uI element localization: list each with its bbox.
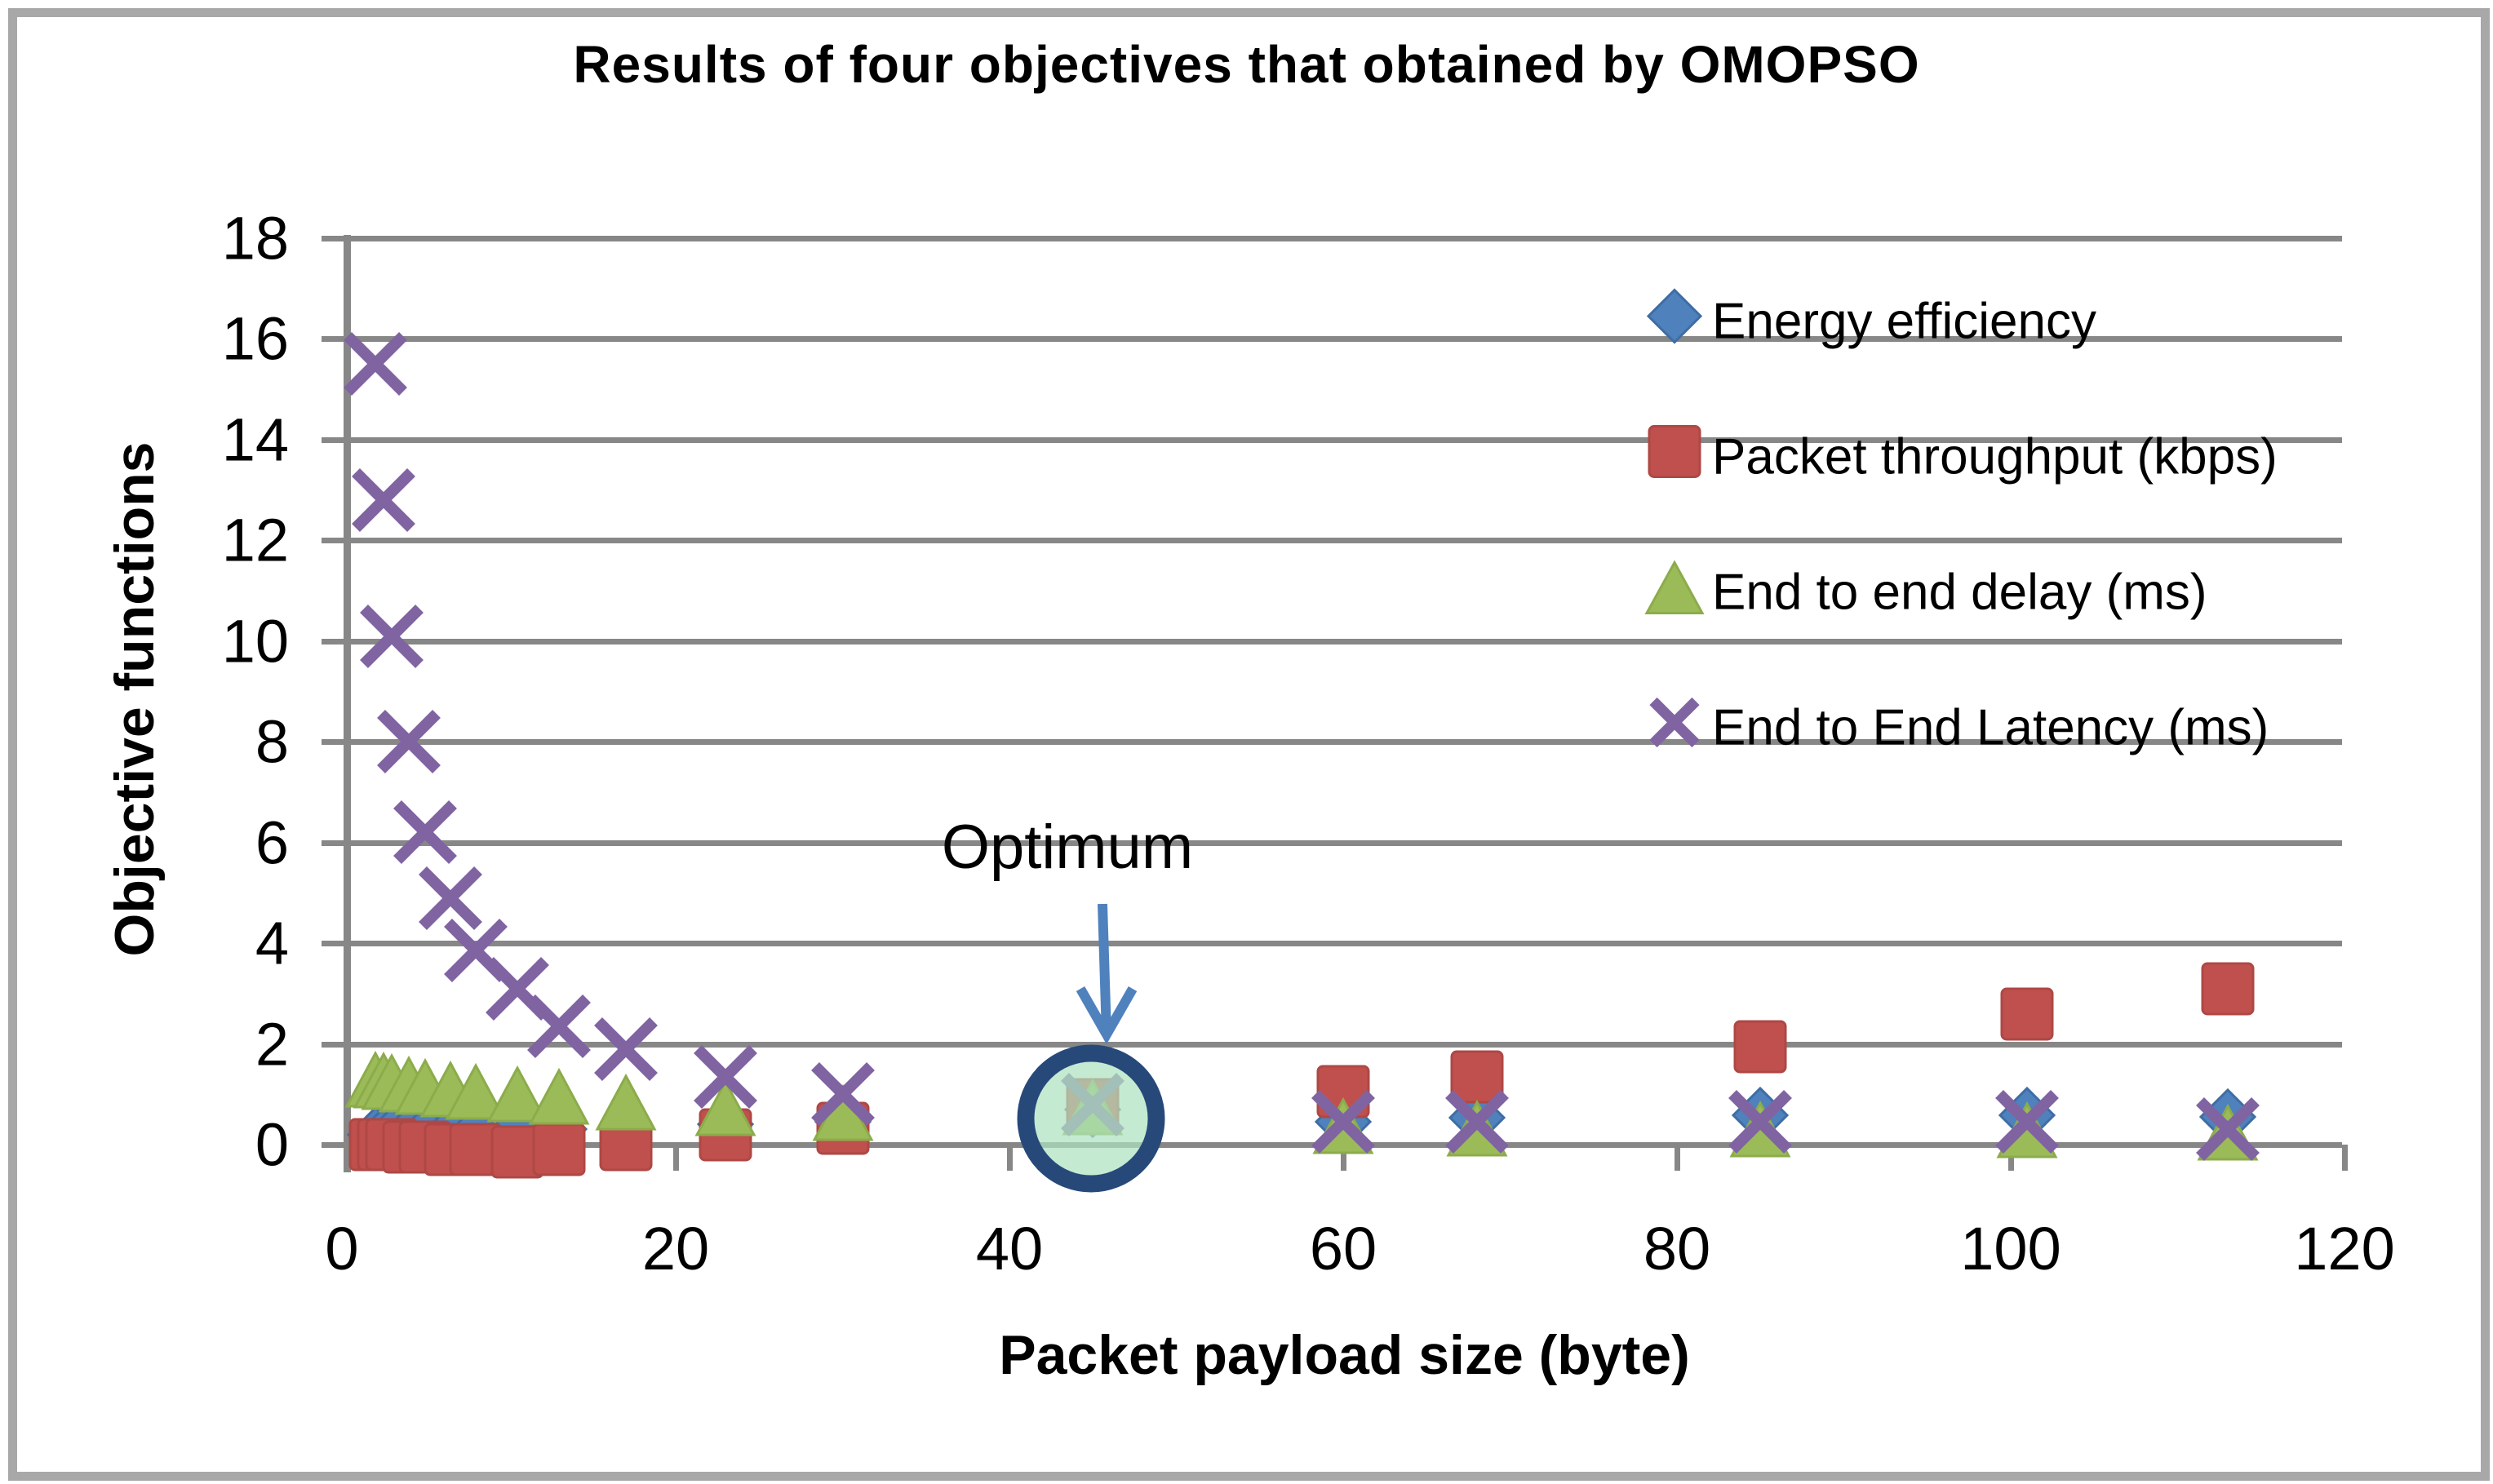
- x-point: [1444, 1090, 1509, 1154]
- x-tick-label-60: 60: [1309, 1215, 1377, 1282]
- y-tick-label-2: 2: [255, 1010, 289, 1079]
- energy-efficiency-legend-icon: [1644, 286, 1706, 352]
- y-tick-label-14: 14: [221, 405, 289, 474]
- x-point: [694, 1044, 758, 1109]
- square-point: [2000, 987, 2054, 1041]
- x-tickmark-20: [672, 1145, 679, 1171]
- legend-label-end-to-end-latency: End to End Latency (ms): [1712, 699, 2269, 756]
- triangle-point: [486, 1065, 548, 1123]
- x-point: [593, 1017, 658, 1081]
- square-point: [2201, 962, 2255, 1016]
- x-tick-label-100: 100: [1960, 1215, 2061, 1282]
- gridline-y18: [347, 236, 2342, 242]
- y-tickmark-2: [322, 1041, 347, 1048]
- square-point: [1733, 1020, 1787, 1074]
- packet-throughput-legend-icon: [1644, 421, 1706, 487]
- end-to-end-delay-legend-icon: [1644, 556, 1706, 622]
- y-tick-label-10: 10: [221, 607, 289, 676]
- chart-title: Results of four objectives that obtained…: [573, 35, 1920, 94]
- y-tickmark-8: [322, 739, 347, 746]
- y-tick-label-18: 18: [221, 204, 289, 272]
- x-tickmark-60: [1340, 1145, 1346, 1171]
- gridline-y6: [347, 839, 2342, 846]
- optimum-label: Optimum: [941, 813, 1194, 882]
- end-to-end-latency-legend-icon: [1644, 692, 1706, 758]
- x-tickmark-120: [2341, 1145, 2348, 1171]
- gridline-y2: [347, 1041, 2342, 1048]
- x-point: [1728, 1090, 1793, 1154]
- x-point: [1311, 1090, 1375, 1154]
- x-tick-label-20: 20: [641, 1215, 710, 1282]
- x-point: [376, 710, 441, 774]
- legend-label-end-to-end-delay: End to end delay (ms): [1712, 564, 2207, 621]
- x-point: [418, 866, 482, 930]
- triangle-point: [595, 1073, 657, 1131]
- x-point: [2195, 1097, 2260, 1162]
- gridline-y14: [347, 436, 2342, 443]
- gridline-y8: [347, 739, 2342, 746]
- y-tickmark-16: [322, 336, 347, 343]
- x-point: [360, 604, 424, 668]
- triangle-point: [694, 1079, 756, 1136]
- legend-label-packet-throughput: Packet throughput (kbps): [1712, 428, 2278, 485]
- y-tickmark-0: [322, 1142, 347, 1148]
- x-tick-label-120: 120: [2294, 1215, 2395, 1282]
- x-tickmark-80: [1674, 1145, 1680, 1171]
- optimum-highlight-circle: [1017, 1044, 1165, 1193]
- gridline-y4: [347, 941, 2342, 947]
- x-point: [393, 800, 458, 865]
- x-tick-label-80: 80: [1643, 1215, 1711, 1282]
- x-point: [343, 332, 407, 396]
- x-point: [352, 468, 416, 532]
- y-tickmark-6: [322, 839, 347, 846]
- x-point: [810, 1062, 875, 1127]
- y-tick-label-12: 12: [221, 506, 289, 574]
- x-point: [1995, 1090, 2060, 1154]
- y-tickmark-12: [322, 538, 347, 544]
- y-tickmark-18: [322, 236, 347, 242]
- y-tick-label-8: 8: [255, 707, 289, 776]
- gridline-y12: [347, 538, 2342, 544]
- gridline-y10: [347, 638, 2342, 645]
- x-point: [526, 995, 591, 1058]
- y-tick-label-4: 4: [255, 909, 289, 977]
- y-tick-label-16: 16: [221, 304, 289, 373]
- legend-label-energy-efficiency: Energy efficiency: [1712, 293, 2096, 350]
- y-tickmark-10: [322, 638, 347, 645]
- triangle-point: [528, 1068, 590, 1125]
- y-tickmark-14: [322, 436, 347, 443]
- triangle-point: [445, 1063, 507, 1120]
- gridline-y16: [347, 336, 2342, 343]
- y-tick-label-6: 6: [255, 808, 289, 877]
- x-axis-title: Packet payload size (byte): [999, 1324, 1690, 1386]
- y-tickmark-4: [322, 941, 347, 947]
- x-tick-label-40: 40: [975, 1215, 1044, 1282]
- x-tick-label-0: 0: [325, 1215, 359, 1282]
- x-tickmark-40: [1006, 1145, 1013, 1171]
- y-tick-label-0: 0: [255, 1110, 289, 1179]
- optimum-arrow-icon: [1076, 903, 1138, 1045]
- y-axis-line: [344, 235, 351, 1172]
